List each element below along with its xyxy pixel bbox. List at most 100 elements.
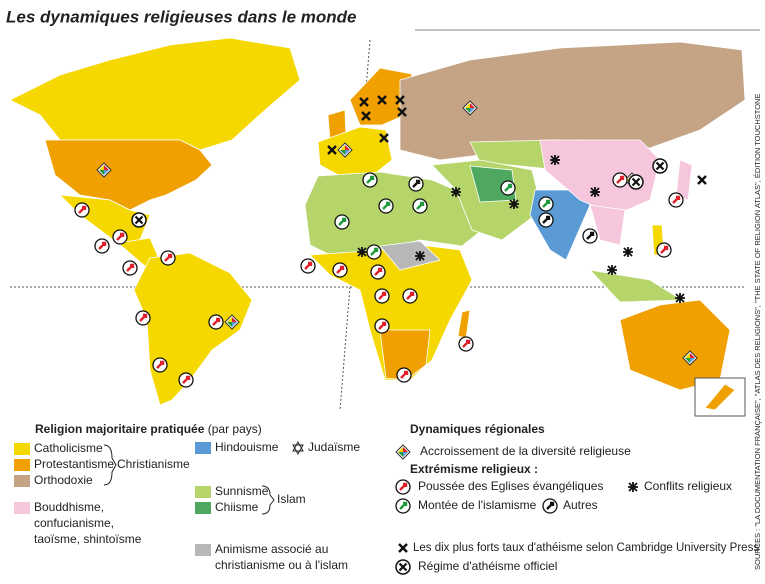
evangelical-icon bbox=[299, 257, 317, 275]
north-africa bbox=[304, 171, 483, 261]
evangelical-icon bbox=[331, 261, 349, 279]
source: SOURCES : "LA DOCUMENTATION FRANÇAISE", … bbox=[753, 94, 762, 570]
title: Les dynamiques religieuses dans le monde bbox=[6, 7, 357, 26]
other-extremism-icon bbox=[581, 227, 599, 245]
swatch bbox=[14, 443, 30, 455]
conflict-icon bbox=[508, 198, 520, 210]
evangelical-icon bbox=[159, 249, 177, 267]
southern-africa bbox=[379, 329, 431, 381]
conflict-icon bbox=[414, 250, 426, 262]
russia bbox=[399, 41, 746, 161]
heading-note: (par pays) bbox=[208, 422, 262, 436]
legend-label: confucianisme, bbox=[34, 516, 114, 530]
legend-label: taoïsme, shintoïsme bbox=[34, 532, 142, 546]
islamism-icon bbox=[333, 213, 351, 231]
conflict-icon bbox=[356, 246, 368, 258]
legend-label: Animisme associé au bbox=[215, 542, 328, 556]
swatch bbox=[14, 459, 30, 471]
islamism-icon bbox=[499, 179, 517, 197]
countries bbox=[9, 37, 746, 417]
china bbox=[539, 139, 661, 216]
legend-label: Chiisme bbox=[215, 500, 259, 514]
legend-label: Régime d'athéisme officiel bbox=[418, 559, 557, 573]
evangelical-icon bbox=[369, 263, 387, 281]
legend-label: Catholicisme bbox=[34, 441, 103, 455]
usa bbox=[44, 139, 213, 211]
heading: Religion majoritaire pratiquée bbox=[35, 422, 205, 436]
legend-label: Islam bbox=[277, 492, 306, 506]
legend-label: Orthodoxie bbox=[34, 473, 93, 487]
legend-label: Poussée des Eglises évangéliques bbox=[418, 479, 603, 493]
legend-label: Judaïsme bbox=[308, 440, 360, 454]
conflict-icon bbox=[627, 481, 639, 493]
evangelical-icon bbox=[394, 478, 412, 496]
conflict-icon bbox=[606, 264, 618, 276]
legend-label: christianisme ou à l'islam bbox=[215, 558, 348, 572]
official-atheism-icon bbox=[394, 558, 412, 576]
evangelical-icon bbox=[373, 287, 391, 305]
atheism-icon bbox=[696, 174, 708, 186]
japan bbox=[675, 159, 693, 201]
legend-label: Conflits religieux bbox=[644, 479, 732, 493]
judaism-icon bbox=[292, 440, 304, 456]
animism-region bbox=[379, 240, 441, 271]
islamism-icon bbox=[394, 497, 412, 515]
legend-label: Protestantisme bbox=[34, 457, 114, 471]
legend-label: Bouddhisme, bbox=[34, 500, 104, 514]
official-atheism-icon bbox=[130, 211, 148, 229]
legend-heading: Religion majoritaire pratiquée (par pays… bbox=[35, 422, 262, 436]
madagascar bbox=[457, 309, 471, 339]
official-atheism-icon bbox=[627, 173, 645, 191]
evangelical-icon bbox=[93, 237, 111, 255]
other-extremism-icon bbox=[537, 211, 555, 229]
evangelical-icon bbox=[73, 201, 91, 219]
evangelical-icon bbox=[457, 335, 475, 353]
diversity-icon bbox=[395, 444, 411, 460]
evangelical-icon bbox=[177, 371, 195, 389]
other-extremism-icon bbox=[407, 175, 425, 193]
australia bbox=[619, 299, 731, 391]
legend-label: Les dix plus forts taux d'athéisme selon… bbox=[413, 542, 759, 554]
evangelical-icon bbox=[207, 313, 225, 331]
brace bbox=[261, 485, 275, 515]
evangelical-icon bbox=[134, 309, 152, 327]
conflict-icon bbox=[589, 186, 601, 198]
evangelical-icon bbox=[667, 191, 685, 209]
swatch bbox=[195, 502, 211, 514]
evangelical-icon bbox=[151, 356, 169, 374]
legend-label: Sunnisme bbox=[215, 484, 269, 498]
west-europe bbox=[317, 126, 393, 177]
swatch bbox=[195, 544, 211, 556]
conflict-icon bbox=[549, 154, 561, 166]
southeast-asia bbox=[589, 204, 626, 246]
legend-left: Religion majoritaire pratiquée (par pays… bbox=[14, 422, 360, 572]
canada bbox=[9, 37, 301, 151]
swatch bbox=[195, 442, 211, 454]
indonesia bbox=[588, 269, 684, 303]
swatch bbox=[14, 502, 30, 514]
evangelical-icon bbox=[401, 287, 419, 305]
conflict-icon bbox=[674, 292, 686, 304]
other-extremism-icon bbox=[541, 497, 559, 515]
legend-label: Autres bbox=[563, 498, 598, 512]
atheism-icon bbox=[397, 542, 409, 554]
new-zealand bbox=[704, 383, 736, 411]
conflict-icon bbox=[450, 186, 462, 198]
official-atheism-icon bbox=[651, 157, 669, 175]
islamism-icon bbox=[365, 243, 383, 261]
brace bbox=[103, 444, 117, 486]
legend-heading: Dynamiques régionales bbox=[410, 422, 545, 436]
legend-label: Montée de l'islamisme bbox=[418, 498, 537, 512]
legend-label: Christianisme bbox=[117, 457, 190, 471]
legend-right: Dynamiques régionales Accroissement de l… bbox=[394, 422, 759, 576]
evangelical-icon bbox=[395, 366, 413, 384]
islamism-icon bbox=[411, 197, 429, 215]
legend-label: Hindouisme bbox=[215, 440, 279, 454]
evangelical-icon bbox=[373, 317, 391, 335]
swatch bbox=[14, 475, 30, 487]
islamism-icon bbox=[361, 171, 379, 189]
evangelical-icon bbox=[655, 241, 673, 259]
islamism-icon bbox=[377, 197, 395, 215]
